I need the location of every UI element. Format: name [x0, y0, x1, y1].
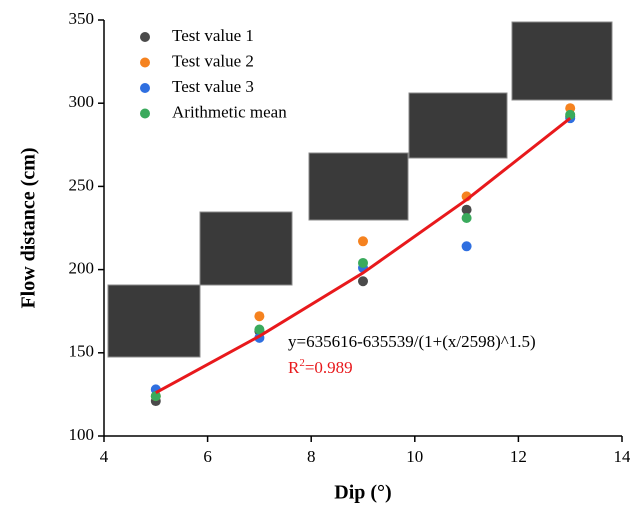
photo — [408, 92, 508, 159]
y-tick-label: 150 — [69, 342, 95, 361]
r-squared-part: =0.989 — [305, 358, 353, 377]
equation: y=635616-635539/(1+(x/2598)^1.5) — [288, 332, 536, 351]
r-squared: R2=0.989 — [288, 357, 353, 377]
point — [358, 236, 368, 247]
point — [461, 213, 472, 224]
y-tick-label: 200 — [69, 259, 95, 278]
photo — [511, 21, 613, 101]
photos — [107, 21, 613, 358]
x-tick-label: 6 — [203, 447, 212, 466]
x-axis-label: Dip (°) — [334, 482, 391, 504]
legend-label: Test value 2 — [172, 51, 254, 70]
point — [254, 324, 265, 335]
fit-line — [155, 116, 572, 395]
r-squared-part: R — [288, 358, 300, 377]
legend-label: Test value 3 — [172, 77, 254, 96]
x-tick-label: 10 — [406, 447, 423, 466]
legend-label: Test value 1 — [172, 26, 254, 45]
photo — [308, 152, 409, 221]
point — [565, 109, 576, 120]
y-tick-label: 250 — [69, 175, 95, 194]
x-tick-label: 12 — [510, 447, 527, 466]
x-tick-label: 4 — [100, 447, 109, 466]
x-tick-label: 8 — [307, 447, 316, 466]
point — [150, 391, 161, 402]
y-tick-label: 100 — [69, 425, 95, 444]
point — [358, 257, 368, 268]
y-tick-label: 300 — [69, 92, 95, 111]
legend-marker — [140, 57, 150, 68]
point — [254, 311, 265, 322]
point — [358, 276, 368, 287]
legend-marker — [140, 83, 150, 93]
y-tick-label: 350 — [69, 9, 95, 28]
y-axis-label: Flow distance (cm) — [18, 147, 40, 308]
x-tick-label: 14 — [614, 447, 630, 466]
r-squared-sup: 2 — [299, 357, 305, 369]
legend-marker — [140, 32, 150, 42]
photo — [199, 211, 293, 286]
point — [461, 204, 472, 215]
point — [461, 241, 472, 252]
photo — [107, 284, 201, 358]
legend-label: Arithmetic mean — [172, 102, 287, 121]
legend-marker — [140, 108, 150, 119]
